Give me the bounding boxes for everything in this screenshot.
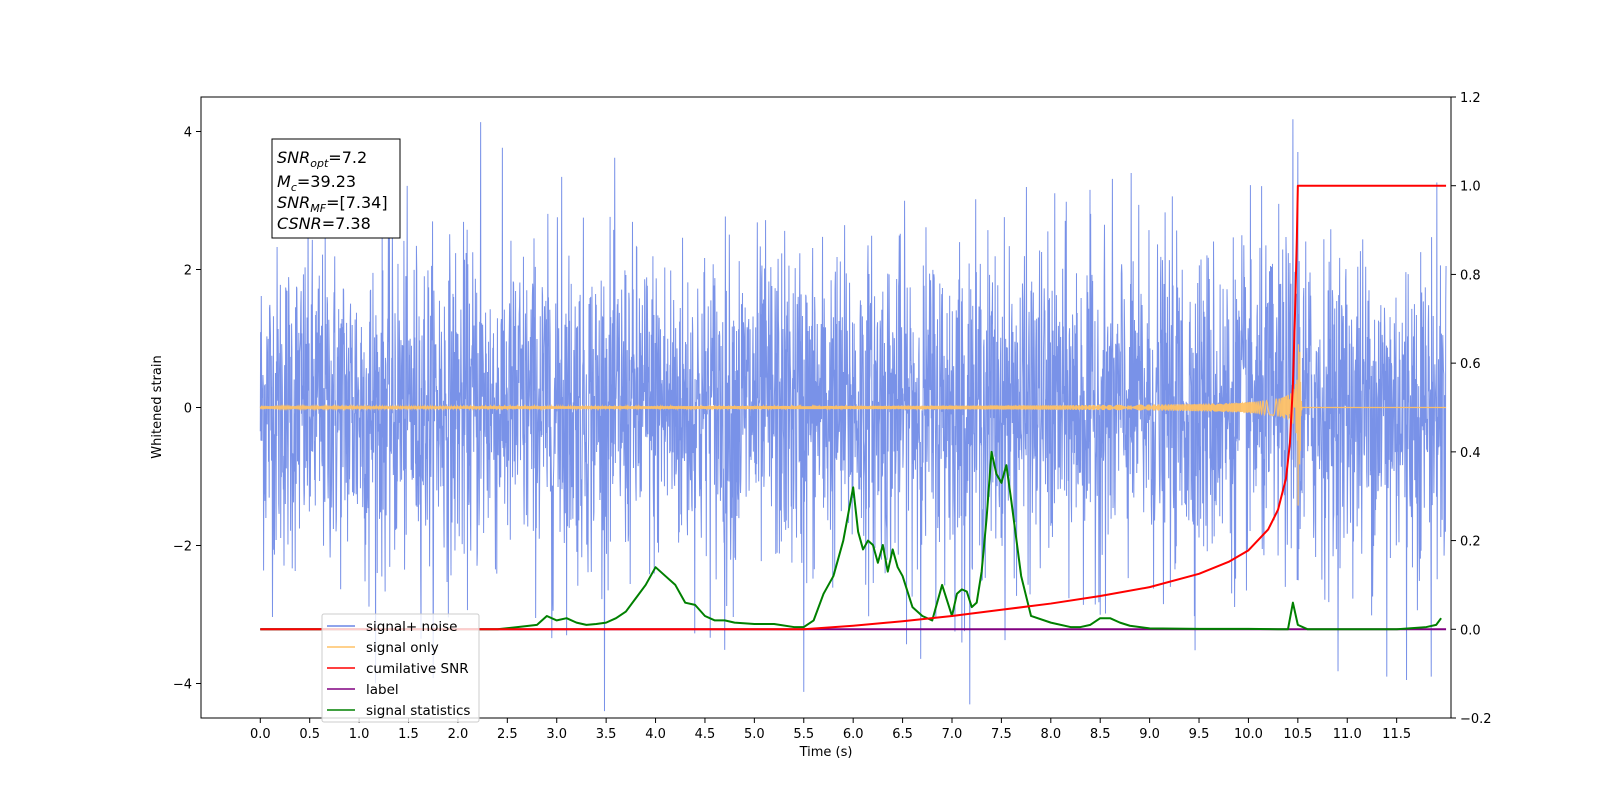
series-signal-only xyxy=(259,344,1447,506)
x-tick-label: 3.5 xyxy=(596,727,617,742)
y-tick-label: 4 xyxy=(184,126,192,141)
y2-tick-label: 0.0 xyxy=(1460,623,1481,638)
x-tick-label: 8.0 xyxy=(1040,727,1061,742)
x-tick-label: 10.5 xyxy=(1283,727,1312,742)
x-tick-label: 9.5 xyxy=(1189,727,1210,742)
legend-frame xyxy=(321,613,480,723)
x-tick-label: 11.5 xyxy=(1382,727,1411,742)
y-axis-left: 4 2 0 −2 −4 xyxy=(173,126,201,693)
x-tick-label: 6.0 xyxy=(843,727,864,742)
x-tick-label: 1.5 xyxy=(398,727,419,742)
x-tick-label: 10.0 xyxy=(1234,727,1263,742)
x-tick-label: 4.5 xyxy=(695,727,716,742)
series-cumulative-snr xyxy=(260,184,1447,631)
series-signal-noise xyxy=(259,119,1447,712)
y2-tick-label: 0.4 xyxy=(1460,446,1481,461)
y2-tick-label: 1.0 xyxy=(1460,180,1481,195)
legend-label-signal-statistics: signal statistics xyxy=(366,703,470,719)
y2-tick-label: 0.2 xyxy=(1460,535,1481,550)
series-signal-statistics xyxy=(260,450,1442,631)
x-tick-label: 11.0 xyxy=(1333,727,1362,742)
legend-label-cumulative-snr: cumilative SNR xyxy=(366,661,469,677)
legend: signal+ noise signal only cumilative SNR… xyxy=(321,613,480,723)
legend-label-signal-noise: signal+ noise xyxy=(366,619,457,635)
x-tick-label: 3.0 xyxy=(546,727,567,742)
y2-tick-label: −0.2 xyxy=(1460,712,1492,727)
info-snr-opt: SNRopt=7.2 xyxy=(277,148,367,170)
x-tick-label: 6.5 xyxy=(892,727,913,742)
info-chirp-mass: Mc=39.23 xyxy=(277,172,356,194)
info-box: SNRopt=7.2 Mc=39.23 SNRMF=[7.34] CSNR=7.… xyxy=(271,138,401,239)
x-tick-label: 0.5 xyxy=(299,727,320,742)
info-snr-mf: SNRMF=[7.34] xyxy=(277,193,388,215)
x-axis: 0.0 0.5 1.0 1.5 2.0 2.5 3.0 3.5 4.0 4.5 5.0 5.5 6.0 6… xyxy=(250,718,1411,742)
y-tick-label: −2 xyxy=(173,540,192,555)
y2-tick-label: 1.2 xyxy=(1460,91,1481,106)
x-tick-label: 7.5 xyxy=(991,727,1012,742)
y-axis-label: Whitened strain xyxy=(150,355,165,458)
x-tick-label: 2.5 xyxy=(497,727,518,742)
x-tick-label: 0.0 xyxy=(250,727,271,742)
y-axis-right: 1.2 1.0 0.8 0.6 0.4 0.2 0.0 −0.2 xyxy=(1451,91,1492,727)
info-csnr: CSNR=7.38 xyxy=(277,214,371,233)
x-axis-label: Time (s) xyxy=(799,745,853,760)
x-tick-label: 5.0 xyxy=(744,727,765,742)
legend-label-label: label xyxy=(366,682,399,698)
y-tick-label: −4 xyxy=(173,678,192,693)
x-tick-label: 8.5 xyxy=(1090,727,1111,742)
y2-tick-label: 0.6 xyxy=(1460,357,1481,372)
legend-label-signal-only: signal only xyxy=(366,640,439,656)
y2-tick-label: 0.8 xyxy=(1460,268,1481,283)
x-tick-label: 2.0 xyxy=(448,727,469,742)
y-tick-label: 0 xyxy=(184,402,192,417)
x-tick-label: 5.5 xyxy=(793,727,814,742)
info-box-frame xyxy=(271,138,401,239)
x-tick-label: 4.0 xyxy=(645,727,666,742)
x-tick-label: 9.0 xyxy=(1139,727,1160,742)
y-tick-label: 2 xyxy=(184,264,192,279)
x-tick-label: 7.0 xyxy=(942,727,963,742)
x-tick-label: 1.0 xyxy=(349,727,370,742)
